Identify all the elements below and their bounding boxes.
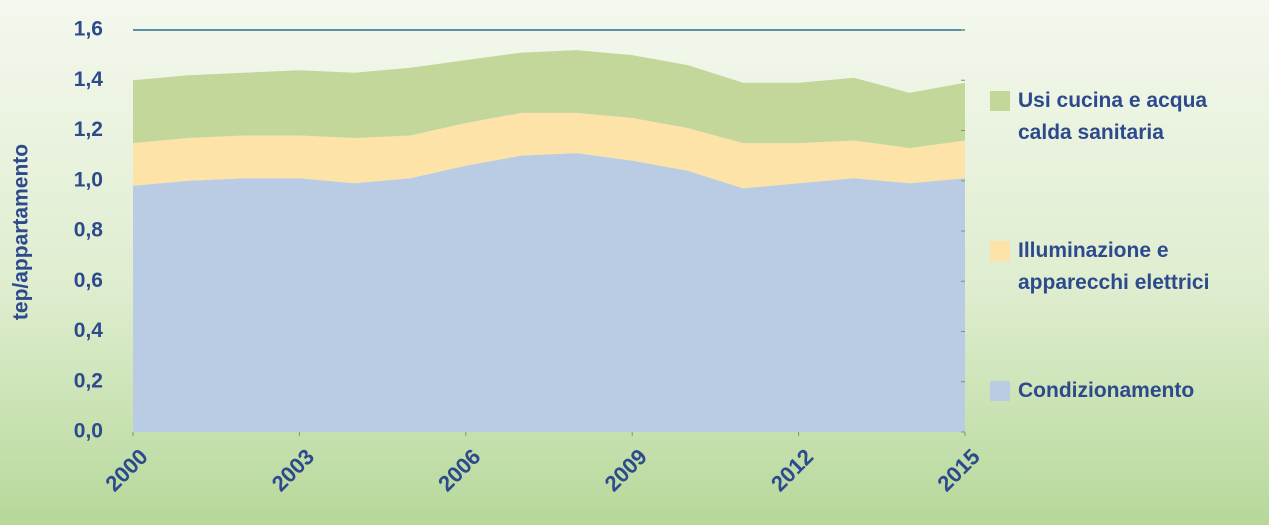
- y-axis-label: tep/appartamento: [10, 144, 33, 320]
- area: [133, 153, 965, 433]
- x-tick-label: 2003: [267, 444, 319, 496]
- x-tick-label: 2006: [433, 444, 485, 496]
- legend-label: Usi cucina e acqua calda sanitaria: [1018, 89, 1208, 144]
- area: [133, 50, 965, 149]
- x-tick-label: 2000: [100, 444, 152, 496]
- legend-item: Condizionamento: [990, 375, 1260, 407]
- area: [133, 112, 965, 189]
- y-tick-label: 1,4: [74, 68, 104, 91]
- y-tick-label: 0,0: [74, 420, 103, 443]
- y-tick-label: 1,0: [74, 168, 103, 191]
- legend-swatch: [990, 241, 1010, 261]
- legend-item: Usi cucina e acqua calda sanitaria: [990, 85, 1260, 149]
- legend-label: Condizionamento: [1018, 379, 1195, 402]
- y-tick-label: 0,4: [74, 319, 104, 342]
- legend-swatch: [990, 381, 1010, 401]
- x-tick-label: 2012: [766, 444, 818, 496]
- legend-item: Illuminazione e apparecchi elettrici: [990, 235, 1260, 299]
- y-tick-label: 0,6: [74, 269, 103, 292]
- legend-label: Illuminazione e apparecchi elettrici: [1018, 239, 1210, 294]
- y-tick-label: 0,2: [74, 369, 103, 392]
- x-tick-label: 2009: [600, 444, 652, 496]
- y-tick-label: 0,8: [74, 219, 104, 242]
- legend-swatch: [990, 91, 1010, 111]
- x-tick-label: 2015: [932, 444, 984, 496]
- y-tick-label: 1,6: [74, 18, 103, 41]
- areas: [133, 50, 965, 433]
- y-tick-label: 1,2: [74, 118, 103, 141]
